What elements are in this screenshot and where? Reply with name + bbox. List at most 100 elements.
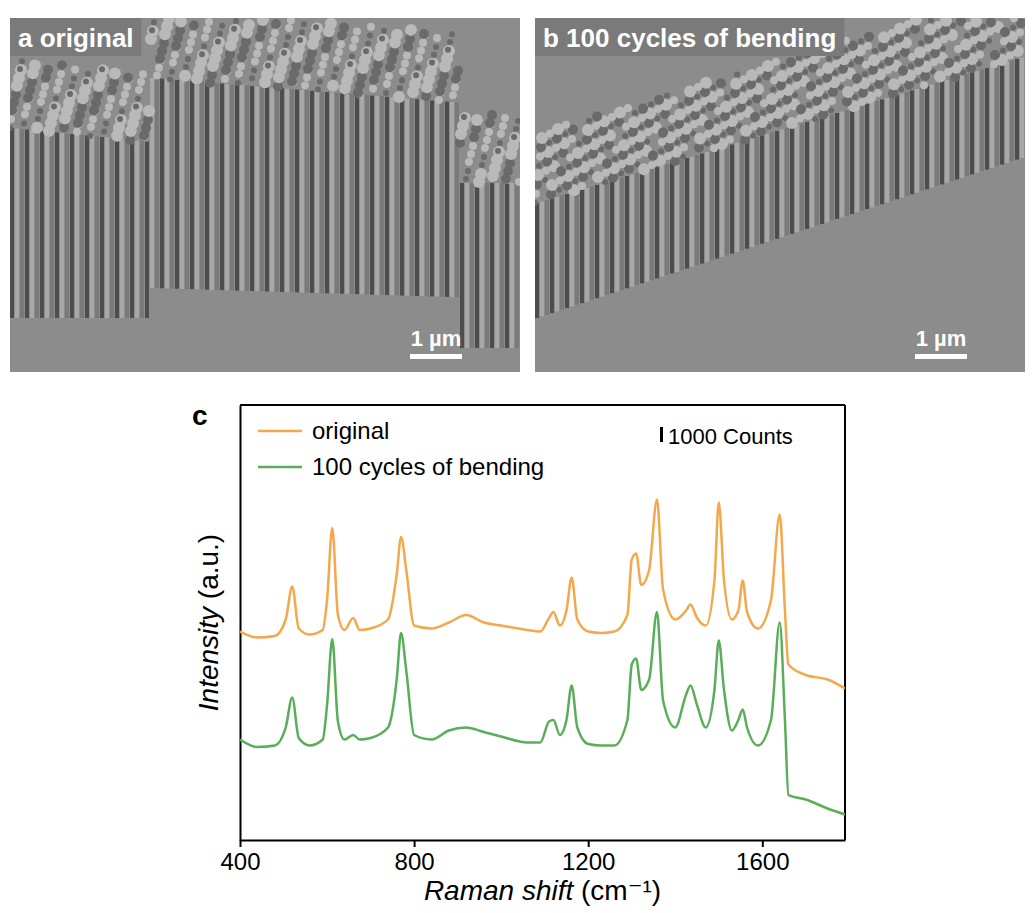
particle — [780, 64, 786, 70]
particle — [473, 176, 485, 188]
x-axis-line — [241, 840, 846, 842]
particle — [185, 46, 193, 54]
particle — [469, 142, 477, 150]
particle — [153, 72, 161, 80]
pillar — [395, 98, 399, 296]
particle — [103, 111, 111, 119]
particle — [786, 117, 798, 129]
particle — [151, 19, 157, 25]
particle — [704, 120, 714, 130]
x-tick-label: 400 — [220, 848, 260, 875]
x-tick: 800 — [395, 840, 435, 875]
particle — [760, 110, 766, 116]
pillar — [235, 85, 239, 291]
pillar — [715, 149, 719, 259]
particle — [501, 174, 511, 184]
particle — [187, 38, 195, 46]
particle — [888, 78, 900, 90]
particle — [119, 108, 125, 114]
particle — [373, 49, 385, 61]
particle — [1010, 25, 1016, 31]
particle — [221, 75, 229, 83]
particle — [654, 95, 664, 105]
pillar — [710, 151, 714, 261]
particle — [770, 87, 776, 93]
particle — [461, 114, 467, 120]
particle — [469, 132, 479, 142]
particle — [924, 24, 936, 36]
particle — [714, 117, 720, 123]
particle — [964, 22, 972, 30]
pillar — [960, 76, 964, 178]
particle — [435, 86, 445, 96]
pillar — [585, 188, 589, 302]
pillar — [65, 134, 69, 319]
pillar — [190, 81, 194, 289]
pillar — [485, 183, 489, 348]
particle — [858, 38, 864, 44]
particle — [602, 158, 612, 168]
particle — [125, 125, 137, 137]
pillar — [555, 197, 559, 311]
frame-right — [844, 405, 846, 840]
pillar — [935, 83, 939, 186]
pillar — [625, 176, 629, 288]
particle — [862, 61, 870, 69]
particle — [934, 71, 946, 83]
particle — [297, 37, 303, 43]
particle — [333, 66, 339, 72]
y-axis-title: Intensity (a.u.) — [193, 534, 224, 711]
pillar — [970, 73, 974, 175]
particle — [241, 27, 253, 39]
particle — [806, 102, 812, 108]
particle — [379, 36, 385, 42]
pillar — [440, 101, 444, 297]
particle — [83, 79, 89, 85]
pillar — [950, 79, 954, 182]
legend-swatch — [258, 466, 302, 469]
particle — [281, 50, 287, 56]
particle — [760, 99, 768, 107]
pillar — [915, 89, 919, 193]
pillar — [560, 196, 564, 310]
particle — [107, 85, 117, 95]
particle — [71, 66, 79, 74]
pillar — [75, 135, 79, 319]
pillar — [410, 99, 414, 296]
pillar — [465, 183, 469, 348]
pillar — [610, 181, 614, 294]
particle — [734, 71, 740, 77]
particle — [535, 190, 540, 198]
pillar — [775, 131, 779, 239]
pillar — [255, 86, 259, 291]
pillars — [10, 78, 519, 348]
series-lines — [240, 500, 845, 815]
particle — [21, 111, 29, 119]
pillar — [955, 77, 959, 179]
x-tick-label: 1200 — [562, 848, 615, 875]
particle — [499, 122, 507, 130]
pillar — [910, 91, 914, 195]
particle — [159, 28, 171, 40]
particle — [678, 102, 684, 108]
particle — [918, 40, 924, 46]
particle — [255, 42, 263, 50]
particle — [536, 163, 542, 169]
particle — [413, 72, 419, 78]
particle — [53, 86, 61, 94]
pillar — [670, 163, 674, 274]
pillar — [760, 136, 764, 244]
particle — [119, 98, 127, 106]
particle — [716, 78, 726, 88]
pillar — [340, 93, 344, 294]
particle — [71, 75, 77, 81]
pillar — [840, 112, 844, 218]
particle — [806, 92, 814, 100]
pillar — [790, 127, 794, 234]
particle — [481, 144, 489, 152]
pillar — [860, 106, 864, 211]
particle — [816, 69, 824, 77]
particle — [103, 121, 109, 127]
pillar — [10, 128, 14, 318]
scale-bar — [915, 354, 967, 359]
